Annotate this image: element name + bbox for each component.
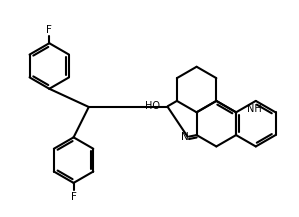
Text: F: F [71, 192, 77, 202]
Text: NH: NH [247, 104, 261, 114]
Text: HO: HO [145, 101, 160, 111]
Text: N: N [181, 132, 188, 141]
Text: F: F [46, 25, 52, 35]
